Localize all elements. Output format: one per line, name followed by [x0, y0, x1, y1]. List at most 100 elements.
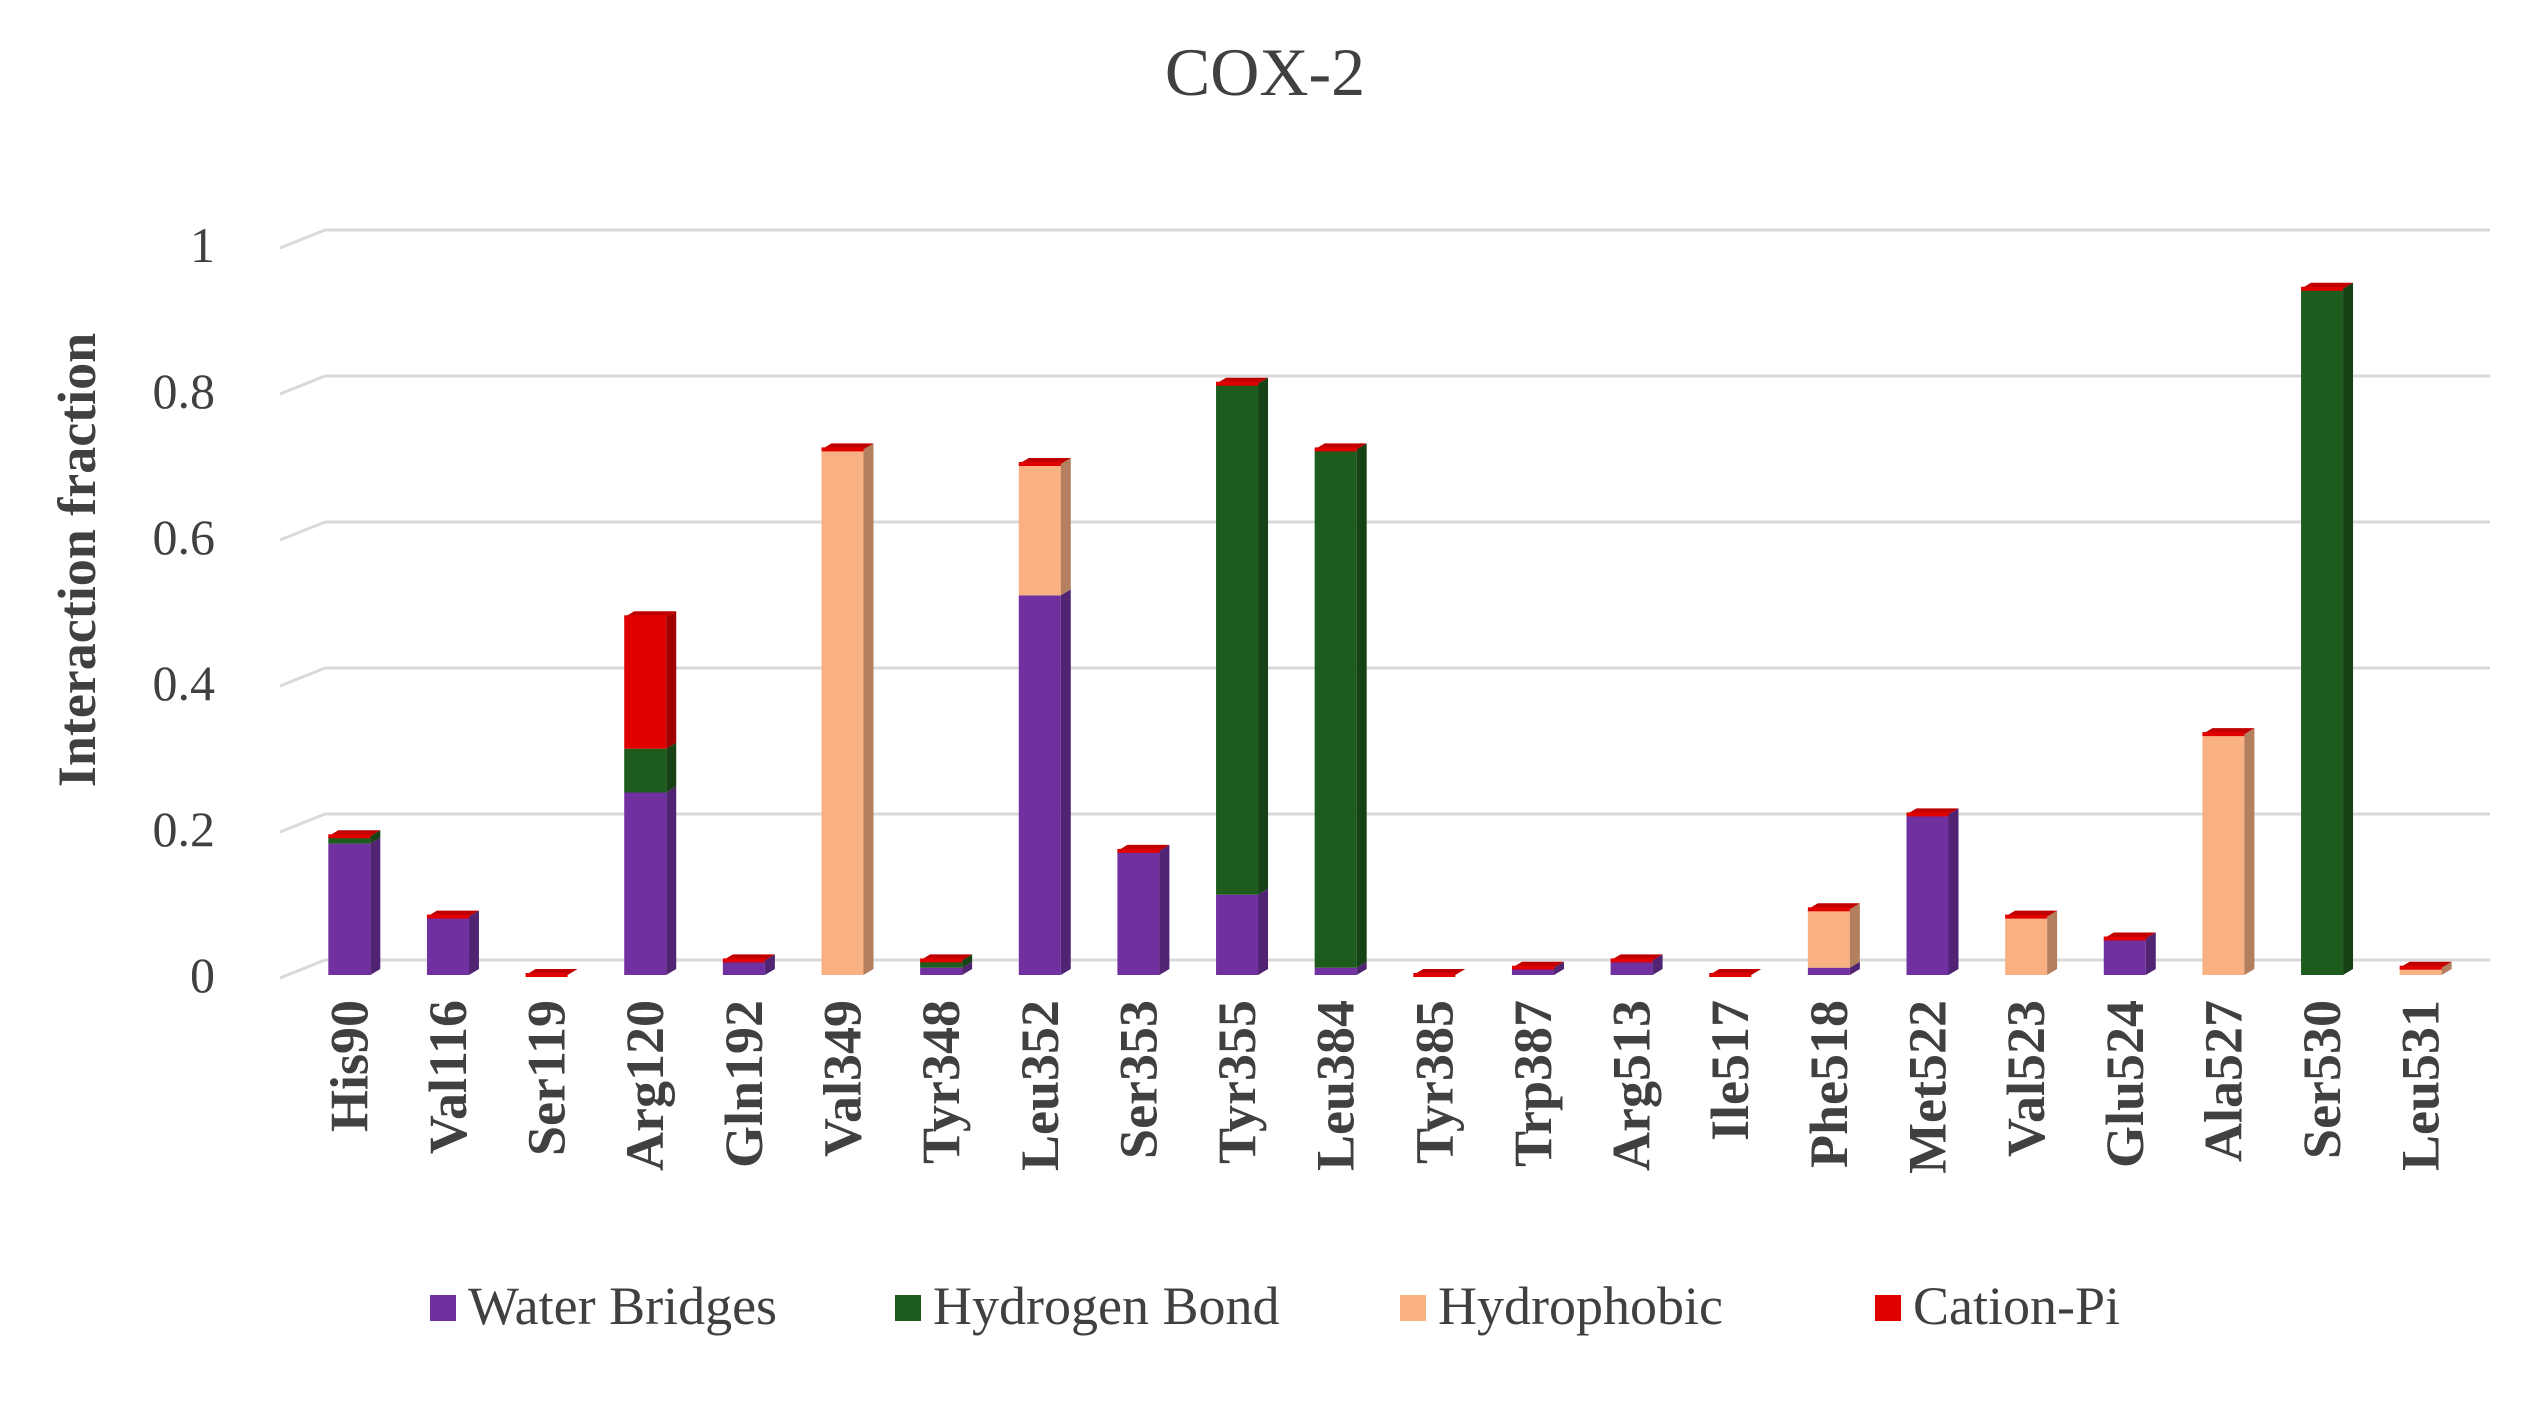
- bar-segment-side: [1159, 844, 1170, 975]
- bar-stack-ile517: [1709, 969, 1762, 977]
- x-tick-label: Leu384: [1306, 1000, 1366, 1171]
- bar-stack-val523: [2005, 910, 2058, 975]
- gridline-slant: [279, 520, 326, 542]
- bar-cap-front: [1906, 812, 1949, 817]
- bar-cap-front: [624, 615, 667, 620]
- x-tick-label: Val523: [1996, 1000, 2056, 1157]
- x-tick-label: Ser119: [517, 1000, 577, 1156]
- bar-cap-front: [1216, 381, 1259, 386]
- x-tick-label: Ala527: [2193, 1000, 2253, 1162]
- x-tick-label: Tyr348: [911, 1000, 971, 1164]
- y-tick-label: 0: [190, 947, 215, 1003]
- bar-segment-side: [764, 954, 775, 975]
- bar-stack-arg513: [1610, 954, 1663, 975]
- bar-cap-front: [328, 834, 371, 839]
- bar-stack-ser119: [525, 969, 578, 977]
- bar-cap-front: [1709, 973, 1752, 977]
- bar-segment-side: [1948, 808, 1959, 975]
- chart-title: COX-2: [1165, 34, 1365, 110]
- x-tick-label: Val116: [418, 1000, 478, 1154]
- bar-segment: [1511, 967, 1554, 975]
- bar-stack-his90: [328, 830, 381, 975]
- bar-segment-side: [2047, 910, 2058, 975]
- bar-stack-trp387: [1511, 961, 1564, 975]
- bar-stack-leu531: [2399, 961, 2452, 975]
- bar-cap-front: [1018, 462, 1061, 466]
- bar-segment: [2399, 967, 2442, 975]
- y-axis-ticks: 0 0.2 0.4 0.6 0.8 1: [153, 217, 216, 1003]
- bar-segment-side: [1849, 903, 1860, 968]
- x-axis-ticks: His90 Val116 Ser119 Arg120 Gln192 Val349 Tyr34…: [319, 1000, 2450, 1174]
- x-tick-label: Trp387: [1503, 1000, 1563, 1167]
- bar-segment-side: [370, 830, 381, 844]
- x-tick-label: Met522: [1898, 1000, 1958, 1174]
- bar-stack-ser530: [2301, 282, 2354, 975]
- y-tick-label: 1: [190, 217, 215, 273]
- bar-segment-side: [666, 611, 677, 749]
- bar-stack-met522: [1906, 808, 1959, 975]
- bar-segment: [2005, 916, 2048, 975]
- bar-segment: [1314, 449, 1357, 968]
- bar-segment-side: [370, 837, 381, 975]
- bar-stack-ser353: [1117, 844, 1170, 975]
- gridlines: [279, 228, 2490, 980]
- bar-cap-front: [2399, 965, 2442, 970]
- bar-stack-tyr348: [920, 954, 973, 975]
- x-tick-label: Gln192: [714, 1000, 774, 1168]
- bar-segment-side: [1060, 589, 1071, 975]
- bar-cap-front: [1807, 907, 1850, 912]
- bar-segment: [1018, 464, 1061, 596]
- x-tick-label: Arg513: [1602, 1000, 1662, 1171]
- bar-segment: [1314, 967, 1357, 975]
- bar-segment-side: [468, 910, 479, 975]
- bar-segment-side: [1553, 961, 1564, 975]
- legend-label: Hydrogen Bond: [933, 1276, 1279, 1336]
- y-tick-label: 0.4: [153, 655, 216, 711]
- bar-segment: [1807, 967, 1850, 975]
- bar-segment-side: [1356, 961, 1367, 975]
- bar-cap-front: [1413, 973, 1456, 977]
- bar-cap-front: [920, 958, 963, 963]
- bar-segment: [1807, 909, 1850, 968]
- bar-cap-front: [2103, 936, 2146, 941]
- bar-segment: [2103, 938, 2146, 975]
- bar-cap-front: [821, 447, 864, 452]
- bar-segment: [1216, 383, 1259, 895]
- x-tick-label: Glu524: [2095, 1000, 2155, 1168]
- bar-segment: [624, 617, 667, 749]
- legend-swatch: [1875, 1295, 1901, 1321]
- bar-cap-front: [1610, 958, 1653, 963]
- bar-stack-leu352: [1018, 458, 1071, 975]
- bar-segment-side: [1060, 458, 1071, 596]
- bar-segment: [722, 960, 765, 975]
- bar-segment-side: [1258, 888, 1269, 975]
- bar-cap-front: [1117, 848, 1160, 853]
- bar-cap-front: [426, 914, 469, 919]
- legend-swatch: [1400, 1295, 1426, 1321]
- bar-stack-phe518: [1807, 903, 1860, 975]
- x-tick-label: Tyr385: [1404, 1000, 1464, 1164]
- y-tick-label: 0.8: [153, 363, 216, 419]
- bar-segment-side: [666, 742, 677, 793]
- bar-stack-tyr385: [1413, 969, 1466, 977]
- bar-cap-front: [2301, 286, 2344, 291]
- legend-label: Cation-Pi: [1913, 1276, 2120, 1336]
- bar-segment: [328, 843, 371, 975]
- bar-cap-front: [2005, 914, 2048, 919]
- bar-segment-side: [2145, 932, 2156, 975]
- bar-cap-front: [1314, 447, 1357, 452]
- bar-segment: [1216, 894, 1259, 975]
- bar-segment-side: [962, 954, 973, 968]
- bars: [328, 282, 2452, 977]
- x-tick-label: Tyr355: [1207, 1000, 1267, 1164]
- bar-stack-ala527: [2202, 728, 2255, 975]
- bar-segment: [2202, 734, 2245, 975]
- bar-cap-front: [2202, 732, 2245, 737]
- gridline-slant: [279, 666, 326, 688]
- legend-label: Water Bridges: [468, 1276, 777, 1336]
- gridline-slant: [279, 958, 326, 980]
- bar-segment: [1018, 595, 1061, 975]
- bar-segment: [328, 836, 371, 844]
- bar-segment-side: [2343, 282, 2354, 975]
